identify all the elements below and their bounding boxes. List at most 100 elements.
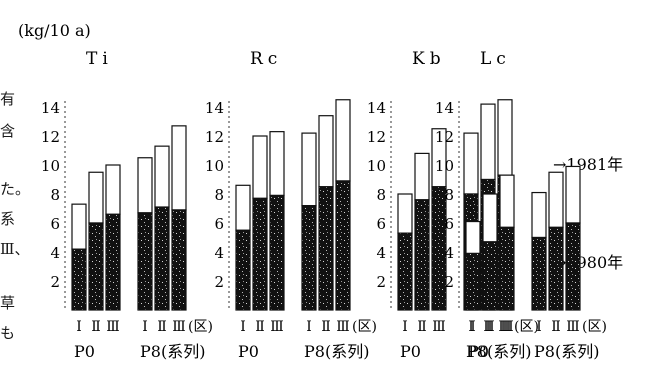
bar-label: Ⅱ — [485, 319, 495, 335]
bar-segment-1980 — [482, 241, 498, 311]
bar-label: Ⅲ — [172, 319, 186, 335]
bar-segment-1980 — [465, 252, 481, 311]
bar-label: Ⅰ — [306, 319, 312, 335]
bar-label: Ⅱ — [157, 319, 167, 335]
bar-segment-1980 — [548, 226, 564, 311]
bar-segment-1981 — [414, 152, 430, 201]
bar-segment-1981 — [480, 103, 496, 181]
bar-segment-1981 — [318, 115, 334, 188]
bar-segment-1981 — [531, 191, 547, 239]
bar-segment-1981 — [397, 193, 413, 234]
y-tick-label: 8 — [376, 186, 386, 204]
group-label: P8(系列) — [534, 342, 599, 361]
bar-label: Ⅲ — [500, 319, 514, 335]
bar-segment-1980 — [301, 205, 317, 311]
bar-segment-1980 — [531, 236, 547, 311]
bar-segment-1981 — [88, 171, 104, 224]
y-tick-label: 14 — [435, 99, 454, 117]
y-tick-label: 10 — [205, 157, 224, 175]
bar-label: Ⅱ — [321, 319, 331, 335]
bar-label: Ⅰ — [468, 319, 474, 335]
side-text-char: 有 — [0, 90, 16, 108]
group-sublabel: (区) — [514, 319, 539, 335]
bar-label: Ⅰ — [142, 319, 148, 335]
y-tick-label: 6 — [444, 215, 454, 233]
bar-segment-1981 — [137, 157, 153, 214]
y-tick-label: 6 — [214, 215, 224, 233]
side-text-char: た。 — [0, 180, 31, 198]
group-sublabel: (区) — [188, 319, 213, 335]
panel-title: Ti — [86, 49, 113, 69]
group-label: P8(系列) — [466, 342, 531, 361]
bar-label: Ⅲ — [106, 319, 120, 335]
side-text-char: 草 — [0, 294, 16, 312]
group-label: P8(系列) — [140, 342, 205, 361]
y-tick-label: 4 — [444, 244, 454, 262]
y-tick-label: 12 — [435, 128, 454, 146]
bar-segment-1981 — [301, 132, 317, 207]
y-tick-label: 8 — [50, 186, 60, 204]
side-text-char: Ⅲ、 — [0, 240, 30, 258]
y-tick-label: 10 — [367, 157, 386, 175]
bar-segment-1980 — [235, 229, 251, 311]
bar-segment-1980 — [335, 180, 351, 311]
group-label: P0 — [468, 342, 489, 361]
bar-segment-1981 — [171, 125, 187, 211]
group-label: P0 — [400, 342, 421, 361]
bar-segment-1981 — [565, 165, 581, 224]
bar-label: Ⅲ — [270, 319, 284, 335]
bar-label: Ⅱ — [483, 319, 493, 335]
y-tick-label: 8 — [444, 186, 454, 204]
y-tick-label: 14 — [367, 99, 386, 117]
group-label: P8(系列) — [304, 342, 369, 361]
bar-segment-1981 — [252, 135, 268, 199]
y-tick-label: 14 — [41, 99, 60, 117]
bar-segment-1981 — [465, 220, 481, 255]
bar-segment-1981 — [105, 164, 121, 215]
y-tick-label: 12 — [41, 128, 60, 146]
side-text-char: も — [0, 324, 16, 342]
bar-label: Ⅱ — [551, 319, 561, 335]
bar-segment-1980 — [88, 222, 104, 311]
bar-segment-1980 — [105, 213, 121, 311]
y-tick-label: 4 — [376, 244, 386, 262]
group-sublabel: (区) — [582, 319, 607, 335]
bar-segment-1980 — [137, 212, 153, 311]
bar-segment-1980 — [71, 248, 87, 311]
bar-label: Ⅰ — [536, 319, 542, 335]
side-text-char: 含 — [0, 122, 16, 140]
bar-label: Ⅱ — [255, 319, 265, 335]
y-tick-label: 14 — [205, 99, 224, 117]
side-text-char: 系 — [0, 210, 16, 228]
bar-segment-1980 — [318, 186, 334, 311]
bar-label: Ⅲ — [432, 319, 446, 335]
y-tick-label: 2 — [444, 273, 454, 291]
y-tick-label: 8 — [214, 186, 224, 204]
bar-segment-1981 — [335, 99, 351, 182]
y-tick-label: 12 — [367, 128, 386, 146]
bar-segment-1980 — [154, 206, 170, 311]
bar-segment-1981 — [463, 132, 479, 195]
panel-title: Lc — [480, 49, 511, 69]
bar-segment-1981 — [154, 145, 170, 208]
bar-segment-1980 — [499, 226, 515, 311]
bar-segment-1980 — [414, 199, 430, 311]
bar-label: Ⅱ — [91, 319, 101, 335]
y-tick-label: 10 — [41, 157, 60, 175]
bar-label: Ⅰ — [470, 319, 476, 335]
bar-segment-1981 — [71, 203, 87, 250]
y-tick-label: 6 — [50, 215, 60, 233]
group-label: P0 — [74, 342, 95, 361]
bar-segment-1980 — [431, 186, 447, 311]
y-tick-label: 12 — [205, 128, 224, 146]
bar-segment-1981 — [548, 171, 564, 228]
panel-title: Rc — [250, 49, 282, 69]
group-sublabel: (区) — [352, 319, 377, 335]
bar-label: Ⅰ — [402, 319, 408, 335]
bar-segment-1980 — [565, 222, 581, 311]
bar-segment-1981 — [269, 131, 285, 197]
y-tick-label: 10 — [435, 157, 454, 175]
bar-segment-1981 — [235, 184, 251, 231]
